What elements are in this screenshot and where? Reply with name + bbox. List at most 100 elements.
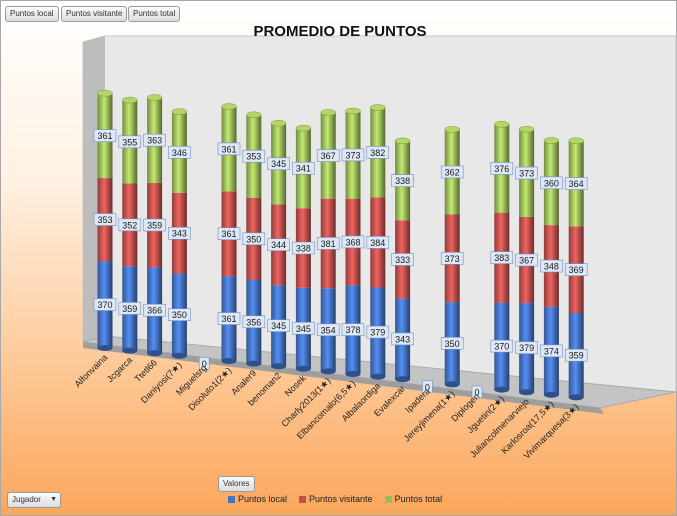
- data-label-box: [515, 253, 538, 267]
- data-label-box: [143, 303, 166, 317]
- data-label-box: [391, 174, 414, 187]
- bar-base: [320, 368, 336, 375]
- data-label: 368: [345, 237, 360, 247]
- field-button-puntos-visitante[interactable]: Puntos visitante: [61, 6, 128, 22]
- field-button-puntos-local[interactable]: Puntos local: [5, 6, 59, 22]
- data-label-box: [292, 241, 315, 255]
- bar-cap: [518, 125, 535, 133]
- data-label: 352: [122, 220, 137, 230]
- data-label-box: [118, 135, 142, 149]
- data-label: 373: [445, 254, 460, 264]
- data-label-box: [341, 323, 365, 336]
- data-label-box: [242, 149, 266, 163]
- category-label: Ttetl66: [132, 358, 159, 385]
- bar-base: [345, 371, 361, 377]
- data-label: 354: [321, 325, 336, 335]
- data-label: 361: [97, 131, 112, 141]
- data-label-box: [292, 321, 315, 335]
- data-label-box: [217, 227, 241, 241]
- data-label: 338: [296, 244, 311, 254]
- data-label: 343: [395, 334, 410, 344]
- bar-base: [246, 360, 262, 367]
- data-label-box: [391, 253, 414, 266]
- data-label: 345: [296, 324, 311, 334]
- data-label: 0: [425, 382, 430, 392]
- data-label-box: [267, 238, 290, 252]
- bar-cap: [494, 121, 510, 128]
- data-label-box: [267, 319, 290, 332]
- bar-cap: [221, 103, 237, 110]
- bar-cap: [543, 137, 560, 144]
- data-label-box: [168, 308, 191, 321]
- data-label: 364: [569, 179, 584, 189]
- bar-cap: [568, 137, 584, 145]
- data-label-box: [515, 166, 538, 180]
- category-label: Alfonvaina: [73, 352, 110, 389]
- data-label: 350: [445, 339, 460, 349]
- legend-item-local: Puntos local: [228, 494, 287, 504]
- data-label: 346: [172, 148, 187, 158]
- data-label: 361: [221, 144, 236, 154]
- data-label-box: [217, 142, 241, 156]
- data-label-box: [143, 133, 166, 147]
- data-label: 363: [147, 136, 162, 146]
- data-label-box: [515, 341, 538, 354]
- data-label: 344: [271, 240, 286, 250]
- bar-cap: [246, 111, 262, 118]
- data-label-box: [540, 176, 563, 190]
- bar-cap: [370, 104, 386, 111]
- bar-base: [97, 345, 113, 351]
- jugador-dropdown[interactable]: Jugador ▼: [7, 492, 61, 508]
- data-label-box: [242, 315, 266, 329]
- data-label: 333: [395, 255, 410, 265]
- data-label: 373: [519, 169, 534, 179]
- data-label-box: [440, 336, 464, 350]
- data-label: 370: [494, 342, 509, 352]
- bar-base: [395, 376, 411, 383]
- data-label: 353: [97, 215, 112, 225]
- data-label-box: [242, 232, 266, 246]
- legend-item-total: Puntos total: [384, 494, 442, 504]
- legend-item-visitante: Puntos visitante: [299, 494, 373, 504]
- bar-base: [147, 350, 163, 357]
- data-label-box: [490, 339, 514, 353]
- data-label: 359: [122, 304, 137, 314]
- data-label-box: [391, 332, 414, 346]
- data-label-box: [540, 344, 563, 358]
- data-label-box: [366, 325, 390, 339]
- bar-cap: [171, 108, 188, 115]
- legend-label-local: Puntos local: [238, 494, 288, 504]
- data-label-box: [540, 259, 563, 273]
- data-label-box: [93, 298, 117, 311]
- field-button-puntos-total[interactable]: Puntos total: [128, 6, 181, 22]
- bar-cap: [122, 96, 138, 104]
- data-label-box: [490, 162, 514, 175]
- data-label-box: [471, 385, 483, 399]
- bar-cap: [97, 90, 113, 97]
- bar-base: [444, 381, 460, 388]
- data-label: 361: [221, 314, 236, 324]
- bar-base: [543, 391, 559, 398]
- data-label-box: [564, 348, 588, 362]
- data-label: 355: [122, 137, 137, 147]
- chart-legend: Puntos local Puntos visitante Puntos tot…: [228, 494, 442, 504]
- data-label-box: [316, 149, 340, 162]
- bar-base: [122, 347, 138, 354]
- data-label-box: [341, 148, 365, 162]
- data-label: 362: [445, 167, 460, 177]
- bar-cap: [270, 119, 287, 127]
- bar-base: [519, 389, 535, 396]
- data-label-box: [118, 218, 142, 232]
- data-label-box: [168, 226, 191, 240]
- bar-base: [271, 363, 287, 370]
- data-label-box: [564, 263, 588, 276]
- data-label-box: [292, 161, 315, 175]
- data-label-box: [366, 236, 390, 249]
- data-label: 382: [370, 148, 385, 158]
- data-label: 384: [370, 238, 385, 248]
- valores-field-button[interactable]: Valores: [218, 476, 255, 492]
- data-label-box: [440, 252, 464, 265]
- data-label-box: [198, 357, 210, 370]
- data-label-box: [267, 157, 290, 171]
